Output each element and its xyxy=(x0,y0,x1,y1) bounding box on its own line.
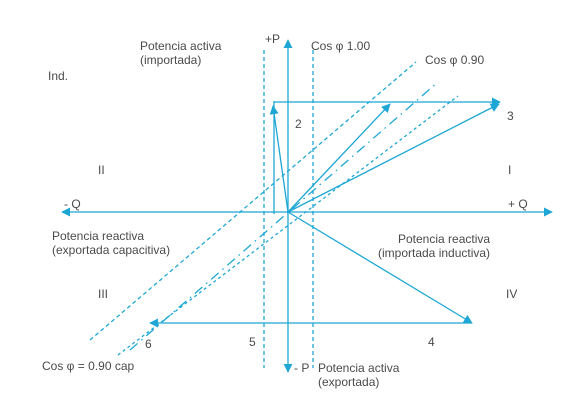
label-ind: Ind. xyxy=(48,69,68,83)
cos-090-dashdot-center xyxy=(129,81,439,351)
label-reactiva-exportada-line1: Potencia reactiva xyxy=(52,229,144,243)
label-region-3: 3 xyxy=(507,109,514,123)
label-cos-090-cap: Cos φ = 0.90 cap xyxy=(42,359,134,373)
label-potencia-activa-importada-line2: (importada) xyxy=(140,53,201,67)
label-quadrant-iv: IV xyxy=(506,287,517,301)
label-cos-100: Cos φ 1.00 xyxy=(311,39,370,53)
vector-cos-090 xyxy=(287,103,391,213)
label-reactiva-importada-line1: Potencia reactiva xyxy=(398,232,490,246)
label-potencia-activa-exportada-line1: Potencia activa xyxy=(318,361,400,375)
label-reactiva-exportada-line2: (exportada capacitiva) xyxy=(52,243,170,257)
vector-3 xyxy=(287,103,500,213)
label-reactiva-importada-line2: (importada inductiva) xyxy=(378,246,490,260)
label-quadrant-ii: II xyxy=(98,163,105,177)
label-region-5: 5 xyxy=(249,335,256,349)
label-region-4: 4 xyxy=(428,335,435,349)
label-region-6: 6 xyxy=(145,337,152,351)
cos-090-dashed-lower xyxy=(117,95,459,356)
label-potencia-activa-exportada-line2: (exportada) xyxy=(318,375,379,389)
label-minus-q: - Q xyxy=(64,197,81,211)
label-quadrant-iii: III xyxy=(98,287,108,301)
label-plus-p: +P xyxy=(265,32,280,46)
vector-2 xyxy=(269,105,289,213)
label-cos-090: Cos φ 0.90 xyxy=(425,53,484,67)
label-quadrant-i: I xyxy=(508,163,511,177)
label-minus-p: - P xyxy=(294,361,309,375)
label-region-2: 2 xyxy=(295,117,302,131)
label-potencia-activa-importada-line1: Potencia activa xyxy=(140,39,222,53)
cos-090-dashed-upper xyxy=(89,61,417,341)
label-plus-q: + Q xyxy=(508,197,528,211)
vector-4 xyxy=(287,211,473,324)
